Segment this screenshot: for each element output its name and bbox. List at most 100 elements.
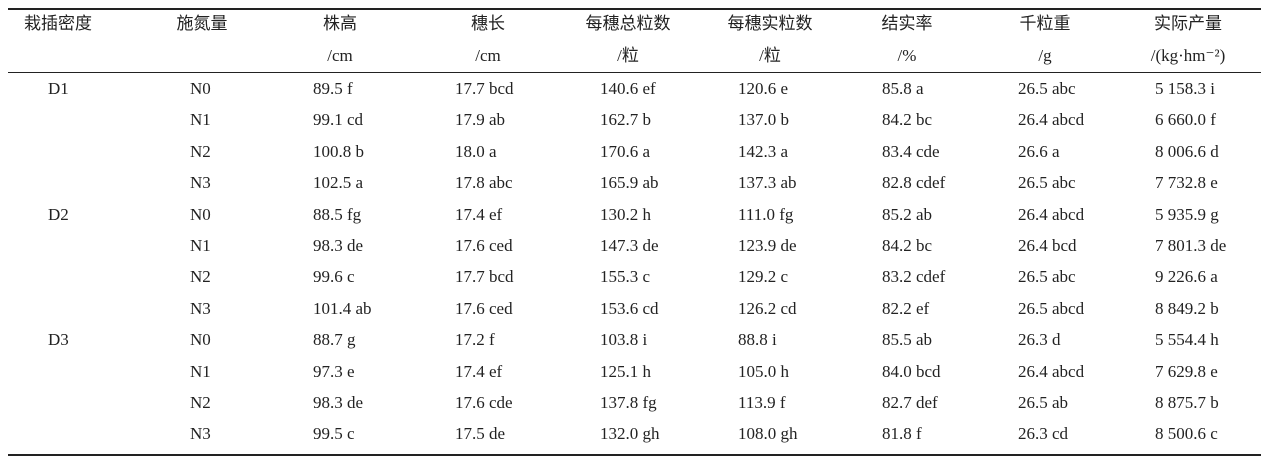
- data-cell: 17.7 bcd: [455, 79, 514, 98]
- data-cell: 26.5 abc: [1018, 79, 1076, 98]
- data-cell: 84.0 bcd: [882, 361, 941, 381]
- data-cell: 162.7 b: [600, 110, 651, 130]
- data-cell: 103.8 i: [600, 330, 648, 350]
- data-cell: 126.2 cd: [738, 298, 797, 318]
- nitrogen-label: N1: [190, 110, 211, 130]
- data-cell: 99.6 c: [313, 267, 355, 287]
- data-cell: 17.5 de: [455, 424, 506, 444]
- nitrogen-label: N3: [190, 173, 211, 193]
- data-cell: 6 660.0 f: [1155, 110, 1216, 130]
- header-unit: /cm: [475, 46, 501, 65]
- data-cell: 120.6 e: [738, 79, 789, 98]
- data-cell: 8 500.6 c: [1155, 424, 1218, 444]
- data-cell: 17.6 ced: [455, 236, 513, 255]
- data-cell: 113.9 f: [738, 393, 786, 412]
- data-cell: 5 935.9 g: [1155, 204, 1219, 224]
- data-cell: 26.5 abcd: [1018, 298, 1085, 318]
- density-label: D3: [48, 330, 69, 350]
- data-cell: 88.7 g: [313, 330, 356, 350]
- data-cell: 85.2 ab: [882, 204, 933, 224]
- header-title: 穗长: [471, 14, 505, 33]
- data-cell: 17.6 cde: [455, 393, 513, 412]
- nitrogen-label: N2: [190, 141, 211, 161]
- data-cell: 17.9 ab: [455, 110, 506, 130]
- data-cell: 9 226.6 a: [1155, 267, 1218, 287]
- data-cell: 26.4 abcd: [1018, 361, 1085, 381]
- data-cell: 26.3 d: [1018, 330, 1061, 350]
- data-cell: 82.2 ef: [882, 298, 930, 318]
- data-cell: 165.9 ab: [600, 173, 659, 193]
- data-cell: 17.8 abc: [455, 173, 513, 193]
- data-cell: 88.5 fg: [313, 204, 362, 224]
- density-label: D2: [48, 204, 69, 224]
- header-unit: /%: [897, 46, 917, 65]
- data-cell: 153.6 cd: [600, 298, 659, 318]
- header-unit: /粒: [617, 46, 639, 65]
- header-unit: /g: [1038, 46, 1052, 65]
- nitrogen-label: N0: [190, 79, 211, 98]
- header-title: 千粒重: [1019, 14, 1071, 33]
- data-cell: 17.4 ef: [455, 361, 503, 381]
- data-cell: 8 849.2 b: [1155, 298, 1219, 318]
- data-cell: 7 732.8 e: [1155, 173, 1218, 193]
- data-cell: 111.0 fg: [738, 204, 794, 224]
- data-cell: 17.7 bcd: [455, 267, 514, 287]
- header-title: 每穗实粒数: [727, 14, 813, 33]
- data-cell: 5 158.3 i: [1155, 79, 1215, 98]
- top-rule: [8, 8, 1261, 10]
- data-cell: 26.3 cd: [1018, 424, 1069, 444]
- data-cell: 105.0 h: [738, 361, 789, 381]
- data-cell: 147.3 de: [600, 236, 659, 255]
- data-cell: 130.2 h: [600, 204, 651, 224]
- data-cell: 26.5 abc: [1018, 267, 1076, 287]
- data-cell: 88.8 i: [738, 330, 777, 350]
- data-cell: 137.8 fg: [600, 393, 657, 412]
- data-cell: 85.5 ab: [882, 330, 933, 350]
- data-cell: 18.0 a: [455, 141, 497, 161]
- data-cell: 8 875.7 b: [1155, 393, 1219, 412]
- data-cell: 108.0 gh: [738, 424, 798, 444]
- data-cell: 83.4 cde: [882, 141, 940, 161]
- data-cell: 84.2 bc: [882, 236, 933, 255]
- data-cell: 26.5 abc: [1018, 173, 1076, 193]
- nitrogen-label: N0: [190, 330, 211, 350]
- nitrogen-label: N3: [190, 424, 211, 444]
- data-cell: 89.5 f: [313, 79, 353, 98]
- nitrogen-label: N3: [190, 298, 211, 318]
- data-cell: 7 801.3 de: [1155, 236, 1227, 255]
- data-cell: 97.3 e: [313, 361, 355, 381]
- density-label: D1: [48, 79, 69, 98]
- data-cell: 17.6 ced: [455, 298, 513, 318]
- data-cell: 26.4 bcd: [1018, 236, 1077, 255]
- data-cell: 82.7 def: [882, 393, 938, 412]
- nitrogen-label: N2: [190, 267, 211, 287]
- data-cell: 137.0 b: [738, 110, 789, 130]
- header-unit: /粒: [759, 46, 781, 65]
- header-title: 实际产量: [1154, 14, 1222, 33]
- nitrogen-label: N1: [190, 361, 211, 381]
- data-cell: 26.5 ab: [1018, 393, 1069, 412]
- data-cell: 81.8 f: [882, 424, 922, 444]
- data-cell: 82.8 cdef: [882, 173, 946, 193]
- data-cell: 85.8 a: [882, 79, 924, 98]
- header-unit: /(kg·hm⁻²): [1150, 46, 1226, 65]
- data-cell: 125.1 h: [600, 361, 651, 381]
- data-cell: 26.6 a: [1018, 141, 1060, 161]
- data-cell: 100.8 b: [313, 141, 364, 161]
- data-cell: 83.2 cdef: [882, 267, 946, 287]
- data-cell: 102.5 a: [313, 173, 364, 193]
- header-unit: /cm: [327, 46, 353, 65]
- data-cell: 99.1 cd: [313, 110, 364, 130]
- bottom-rule: [8, 454, 1261, 456]
- data-cell: 123.9 de: [738, 236, 797, 255]
- data-cell: 8 006.6 d: [1155, 141, 1219, 161]
- data-cell: 137.3 ab: [738, 173, 797, 193]
- nitrogen-label: N0: [190, 204, 211, 224]
- header-title: 栽插密度: [24, 14, 92, 33]
- data-cell: 155.3 c: [600, 267, 651, 287]
- data-cell: 99.5 c: [313, 424, 355, 444]
- header-title: 结实率: [881, 14, 933, 33]
- data-cell: 17.4 ef: [455, 204, 503, 224]
- data-cell: 84.2 bc: [882, 110, 933, 130]
